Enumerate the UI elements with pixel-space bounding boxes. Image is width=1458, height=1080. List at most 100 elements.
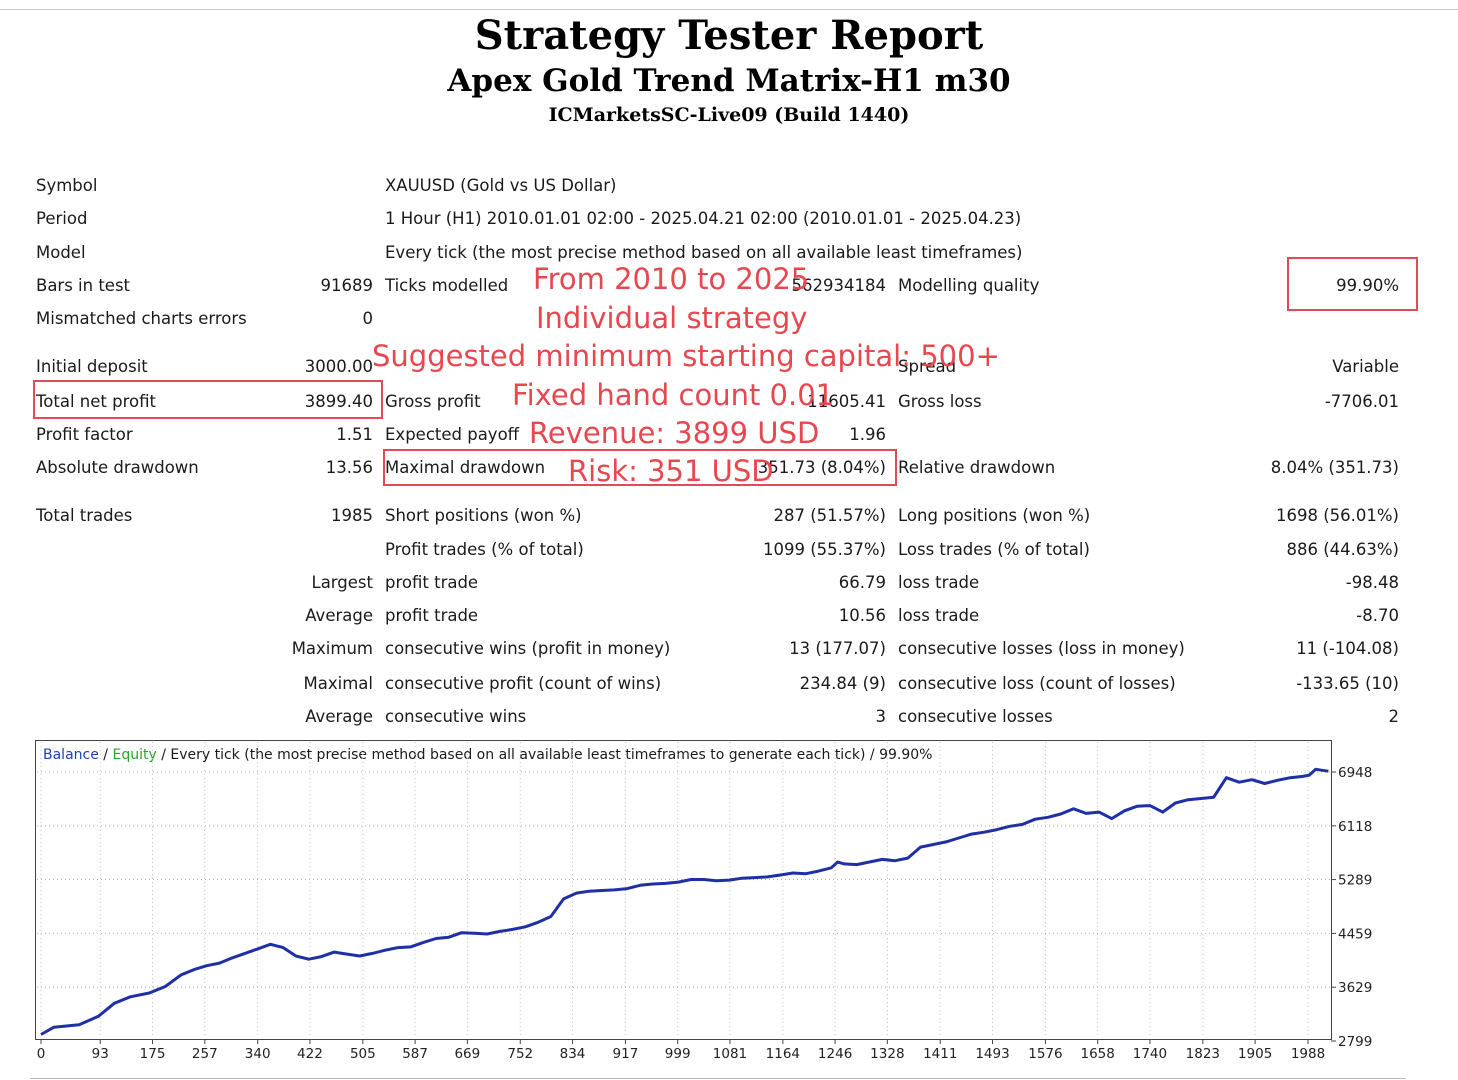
legend-equity: Equity	[112, 747, 157, 763]
profit-trades-label: Profit trades (% of total)	[385, 540, 584, 559]
deposit-label: Initial deposit	[36, 357, 148, 376]
x-axis-ticks: 0 93 175 257 340 422 505 587 669 752 834 917 999 1081…	[37, 1039, 1325, 1062]
max-drawdown-label: Maximal drawdown	[385, 458, 546, 477]
y-tick-label-3629: 3629	[1338, 980, 1372, 996]
x-tick-label-257: 257	[192, 1046, 218, 1062]
x-tick-label-340: 340	[245, 1046, 271, 1062]
x-tick-label-1328: 1328	[870, 1046, 904, 1062]
x-tick-label-1246: 1246	[818, 1046, 852, 1062]
y-tick-label-6948: 6948	[1338, 765, 1372, 781]
x-tick-label-1905: 1905	[1238, 1046, 1272, 1062]
max-losses-value: 11 (-104.08)	[1296, 639, 1399, 658]
x-tick-label-175: 175	[140, 1046, 166, 1062]
x-tick-label-1823: 1823	[1186, 1046, 1220, 1062]
y-tick-label-4459: 4459	[1338, 926, 1372, 942]
max-losses-label: consecutive losses (loss in money)	[898, 639, 1185, 658]
overlay-min-capital: Suggested minimum starting capital: 500+	[372, 339, 1000, 373]
avg-losses-value: 2	[1388, 707, 1400, 726]
x-tick-label-1081: 1081	[713, 1046, 747, 1062]
total-trades-label: Total trades	[36, 506, 133, 525]
bottom-rule	[30, 1078, 1406, 1079]
average-label: Average	[305, 606, 373, 625]
overlay-risk: Risk: 351 USD	[568, 454, 774, 488]
chart-legend: Balance / Equity / Every tick (the most …	[43, 746, 932, 764]
x-tick-label-93: 93	[92, 1046, 109, 1062]
deposit-value: 3000.00	[304, 357, 373, 376]
gross-loss-value: -7706.01	[1324, 392, 1399, 411]
legend-separator: /	[98, 747, 113, 763]
quality-value: 99.90%	[1336, 276, 1399, 295]
x-tick-label-1493: 1493	[975, 1046, 1009, 1062]
gross-profit-value: 11605.41	[807, 392, 886, 411]
average-consecutive-label: Average	[305, 707, 373, 726]
bars-label: Bars in test	[36, 276, 131, 295]
server-build: ICMarketsSC-Live09 (Build 1440)	[548, 104, 910, 126]
maximal-profit-value: 234.84 (9)	[799, 674, 886, 693]
model-label: Model	[36, 243, 86, 262]
x-tick-label-834: 834	[560, 1046, 586, 1062]
largest-profit-label: profit trade	[385, 573, 479, 592]
maximal-loss-value: -133.65 (10)	[1296, 674, 1399, 693]
average-loss-label: loss trade	[898, 606, 980, 625]
profit-trades-value: 1099 (55.37%)	[762, 540, 886, 559]
top-rule	[0, 9, 1458, 10]
profit-factor-value: 1.51	[336, 425, 373, 444]
max-wins-label: consecutive wins (profit in money)	[385, 639, 671, 658]
abs-drawdown-value: 13.56	[325, 458, 373, 477]
spread-label: Spread	[898, 357, 957, 376]
mismatch-label: Mismatched charts errors	[36, 309, 247, 328]
ea-name: Apex Gold Trend Matrix-H1 m30	[447, 63, 1011, 99]
y-tick-label-5289: 5289	[1338, 873, 1372, 889]
x-tick-label-1740: 1740	[1133, 1046, 1167, 1062]
avg-wins-value: 3	[875, 707, 887, 726]
y-tick-label-2799: 2799	[1338, 1034, 1372, 1050]
x-tick-label-1411: 1411	[923, 1046, 957, 1062]
x-tick-label-587: 587	[402, 1046, 428, 1062]
short-positions-value: 287 (51.57%)	[773, 506, 886, 525]
largest-loss-label: loss trade	[898, 573, 980, 592]
maximal-loss-label: consecutive loss (count of losses)	[898, 674, 1176, 693]
loss-trades-value: 886 (44.63%)	[1286, 540, 1399, 559]
ticks-label: Ticks modelled	[385, 276, 509, 295]
x-tick-label-1164: 1164	[766, 1046, 800, 1062]
avg-wins-label: consecutive wins	[385, 707, 527, 726]
gross-loss-label: Gross loss	[898, 392, 982, 411]
rel-drawdown-label: Relative drawdown	[898, 458, 1056, 477]
payoff-value: 1.96	[849, 425, 886, 444]
bars-value: 91689	[320, 276, 374, 295]
x-tick-label-1988: 1988	[1291, 1046, 1325, 1062]
balance-chart-frame	[35, 740, 1332, 1040]
average-loss-value: -8.70	[1356, 606, 1399, 625]
net-profit-value: 3899.40	[304, 392, 373, 411]
mismatch-value: 0	[362, 309, 374, 328]
maximum-label: Maximum	[291, 639, 373, 658]
x-tick-label-999: 999	[665, 1046, 691, 1062]
maximal-label: Maximal	[303, 674, 373, 693]
model-value: Every tick (the most precise method base…	[385, 243, 1023, 262]
x-tick-label-1576: 1576	[1028, 1046, 1062, 1062]
symbol-label: Symbol	[36, 176, 98, 195]
payoff-label: Expected payoff	[385, 425, 520, 444]
overlay-revenue: Revenue: 3899 USD	[529, 416, 820, 450]
gross-profit-label: Gross profit	[385, 392, 481, 411]
average-profit-label: profit trade	[385, 606, 479, 625]
legend-description: / Every tick (the most precise method ba…	[156, 747, 933, 763]
abs-drawdown-label: Absolute drawdown	[36, 458, 199, 477]
short-positions-label: Short positions (won %)	[385, 506, 582, 525]
drawdown-highlight-box	[383, 449, 897, 486]
largest-loss-value: -98.48	[1345, 573, 1399, 592]
x-tick-label-752: 752	[507, 1046, 533, 1062]
symbol-value: XAUUSD (Gold vs US Dollar)	[385, 176, 617, 195]
profit-factor-label: Profit factor	[36, 425, 133, 444]
ticks-value: 562934184	[791, 276, 886, 295]
loss-trades-label: Loss trades (% of total)	[898, 540, 1090, 559]
total-trades-value: 1985	[331, 506, 373, 525]
maximal-profit-label: consecutive profit (count of wins)	[385, 674, 662, 693]
x-tick-label-917: 917	[613, 1046, 639, 1062]
largest-profit-value: 66.79	[838, 573, 886, 592]
x-tick-label-669: 669	[454, 1046, 480, 1062]
x-tick-label-505: 505	[350, 1046, 376, 1062]
overlay-years: From 2010 to 2025	[533, 262, 810, 296]
y-axis-ticks: 6948 6118 5289 4459 3629 2799	[1331, 765, 1372, 1050]
average-profit-value: 10.56	[838, 606, 886, 625]
